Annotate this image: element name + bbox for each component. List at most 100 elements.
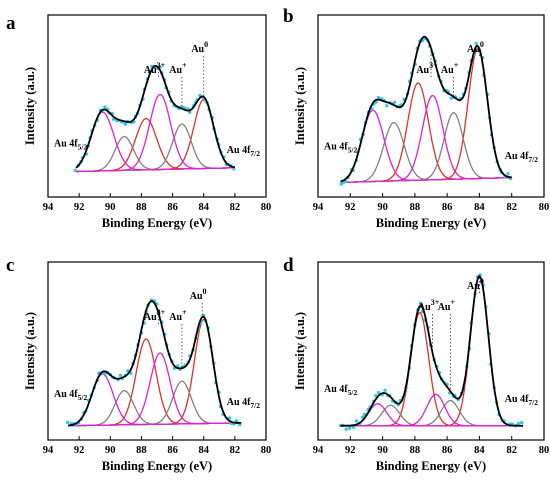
x-axis-label: Binding Energy (eV) [102,216,212,230]
x-tick-label: 88 [410,202,421,213]
peak-label: Au0 [190,287,207,302]
component-peak [75,111,235,171]
data-point [517,421,521,426]
envelope-line [75,65,236,169]
component-peak [340,82,512,184]
data-point [360,415,365,419]
panel-a: a 94 92 90 88 86 84 82 80 Binding Energy (eV) Inte… [6,13,271,230]
data-point [506,172,510,176]
x-tick-label: 80 [261,202,272,213]
x-tick-label: 82 [506,445,517,456]
x-tick-label: 80 [261,445,272,456]
data-point [418,301,423,305]
y-axis-label: Intensity (a.u.) [293,312,307,390]
data-point [339,182,343,186]
component-peak [340,121,512,184]
peak-label: Au3+ [144,308,166,323]
x-axis-label: Binding Energy (eV) [376,459,486,473]
x-tick-label: 88 [136,445,147,456]
plot-frame [47,261,267,441]
component-peak [340,94,512,184]
data-point [228,416,232,420]
envelope-line [340,35,512,183]
x-tick-label: 94 [313,202,324,213]
component-peak [76,135,235,173]
data-point [354,419,359,423]
x-tick-label: 90 [377,202,388,213]
x-tick-label: 86 [442,445,453,456]
data-point [393,100,397,105]
x-tick-label: 82 [230,202,241,213]
peak-label: Au+ [169,61,187,76]
x-tick-label: 94 [43,445,54,456]
component-peak [340,109,512,183]
peak-label: Au+ [438,298,456,313]
peak-label: Au3+ [144,61,166,76]
orbital-label: Au 4f7/2 [227,397,260,410]
x-tick-label: 94 [43,202,54,213]
data-point [347,426,352,430]
data-point [376,390,381,395]
panel-letter: d [283,255,294,276]
data-point [352,425,356,429]
envelope-line [340,275,523,427]
x-tick-label: 94 [313,445,324,456]
peak-label: Au3+ [418,298,440,313]
data-point [73,168,78,173]
component-peak [76,117,235,173]
x-tick-label: 90 [105,445,116,456]
orbital-label: Au 4f5/2 [324,141,357,154]
x-tick-label: 92 [74,445,85,456]
orbital-label: Au 4f7/2 [227,145,260,158]
data-point [385,104,389,108]
plot-frame [317,14,545,198]
plot-frame [317,261,545,441]
panel-b: b 94 92 90 88 86 84 82 80 Binding Energy (eV) Inte… [283,6,549,230]
data-point [383,388,387,392]
peak-label: Au0 [467,277,484,292]
data-point [234,419,239,423]
x-tick-label: 84 [198,202,209,213]
peak-label: Au+ [441,61,459,76]
x-tick-label: 86 [442,202,453,213]
data-point [123,122,128,126]
orbital-label: Au 4f5/2 [324,384,357,397]
x-tick-label: 90 [105,202,116,213]
x-tick-label: 82 [230,445,241,456]
data-point [176,364,180,368]
data-point [376,96,381,100]
x-tick-label: 84 [474,445,485,456]
x-tick-label: 90 [377,445,388,456]
x-tick-label: 88 [410,445,421,456]
panel-letter: a [6,13,16,34]
data-point [344,427,348,431]
x-tick-label: 84 [474,202,485,213]
panel-c: c 94 92 90 88 86 84 82 80 Binding Energy (eV) Inte… [6,255,271,473]
panel-letter: b [283,6,294,27]
y-axis-label: Intensity (a.u.) [23,67,37,145]
orbital-label: Au 4f7/2 [505,151,538,164]
x-tick-label: 82 [506,202,517,213]
y-axis-label: Intensity (a.u.) [23,312,37,390]
data-point [520,420,524,425]
panel-d: d 94 92 90 88 86 84 82 80 Binding Energy (eV) Inte… [283,255,549,473]
data-point [65,420,70,425]
peak-label: Au0 [191,40,208,55]
x-tick-label: 86 [167,445,178,456]
data-point [474,41,478,46]
component-peak [76,93,235,173]
x-tick-label: 84 [198,445,209,456]
orbital-label: Au 4f7/2 [505,394,538,407]
x-tick-label: 80 [539,445,550,456]
x-tick-label: 80 [539,202,550,213]
peak-label: Au3+ [416,61,438,76]
x-tick-label: 92 [345,445,356,456]
plot-frame [47,14,267,198]
x-axis-label: Binding Energy (eV) [376,216,486,230]
component-peak [76,123,235,173]
peak-label: Au+ [169,308,187,323]
x-tick-label: 92 [74,202,85,213]
x-axis-label: Binding Energy (eV) [102,459,212,473]
component-peak [68,389,242,427]
x-tick-label: 92 [345,202,356,213]
